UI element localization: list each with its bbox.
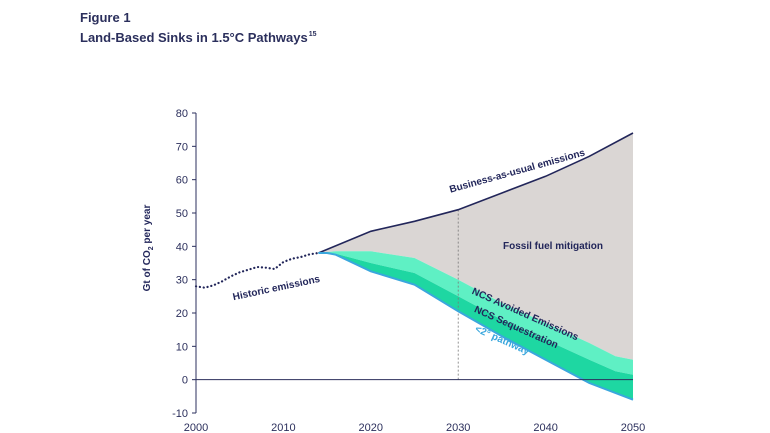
sequestration-area <box>318 253 633 400</box>
y-axis-label: Gt of CO2 per year <box>142 205 155 292</box>
y-tick-label: 40 <box>176 241 188 253</box>
x-tick-label: 2000 <box>184 422 208 433</box>
y-tick-label: 10 <box>176 341 188 353</box>
bau-line <box>318 132 634 254</box>
x-tick-label: 2010 <box>271 422 295 433</box>
historic-emissions-line <box>194 251 320 289</box>
figure-header: Figure 1 Land-Based Sinks in 1.5°C Pathw… <box>80 9 317 46</box>
figure-title-superscript: 15 <box>308 31 317 38</box>
figure-title: Land-Based Sinks in 1.5°C Pathways15 <box>80 26 317 46</box>
y-tick-label: 20 <box>176 308 188 320</box>
pathway-line <box>318 252 634 401</box>
figure-label: Figure 1 <box>80 10 131 25</box>
x-tick-label: 2040 <box>533 422 557 433</box>
figure-title-text: Land-Based Sinks in 1.5°C Pathways <box>80 30 308 45</box>
y-tick-label: 70 <box>176 141 188 153</box>
chart-lines <box>194 132 634 401</box>
fossil-mitigation-label: Fossil fuel mitigation <box>503 241 603 252</box>
y-tick-label: 80 <box>176 108 188 120</box>
y-tick-label: -10 <box>172 408 188 420</box>
x-tick-label: 2030 <box>446 422 470 433</box>
y-tick-label: 0 <box>182 375 188 387</box>
x-tick-label: 2050 <box>621 422 645 433</box>
y-tick-label: 30 <box>176 275 188 287</box>
historic-emissions-label: Historic emissions <box>232 274 322 303</box>
fossil-mitigation-area <box>318 133 633 360</box>
x-tick-label: 2020 <box>359 422 383 433</box>
avoided-emissions-area <box>318 251 633 375</box>
y-tick-label: 50 <box>176 208 188 220</box>
y-tick-label: 60 <box>176 175 188 187</box>
chart-areas <box>318 133 633 400</box>
